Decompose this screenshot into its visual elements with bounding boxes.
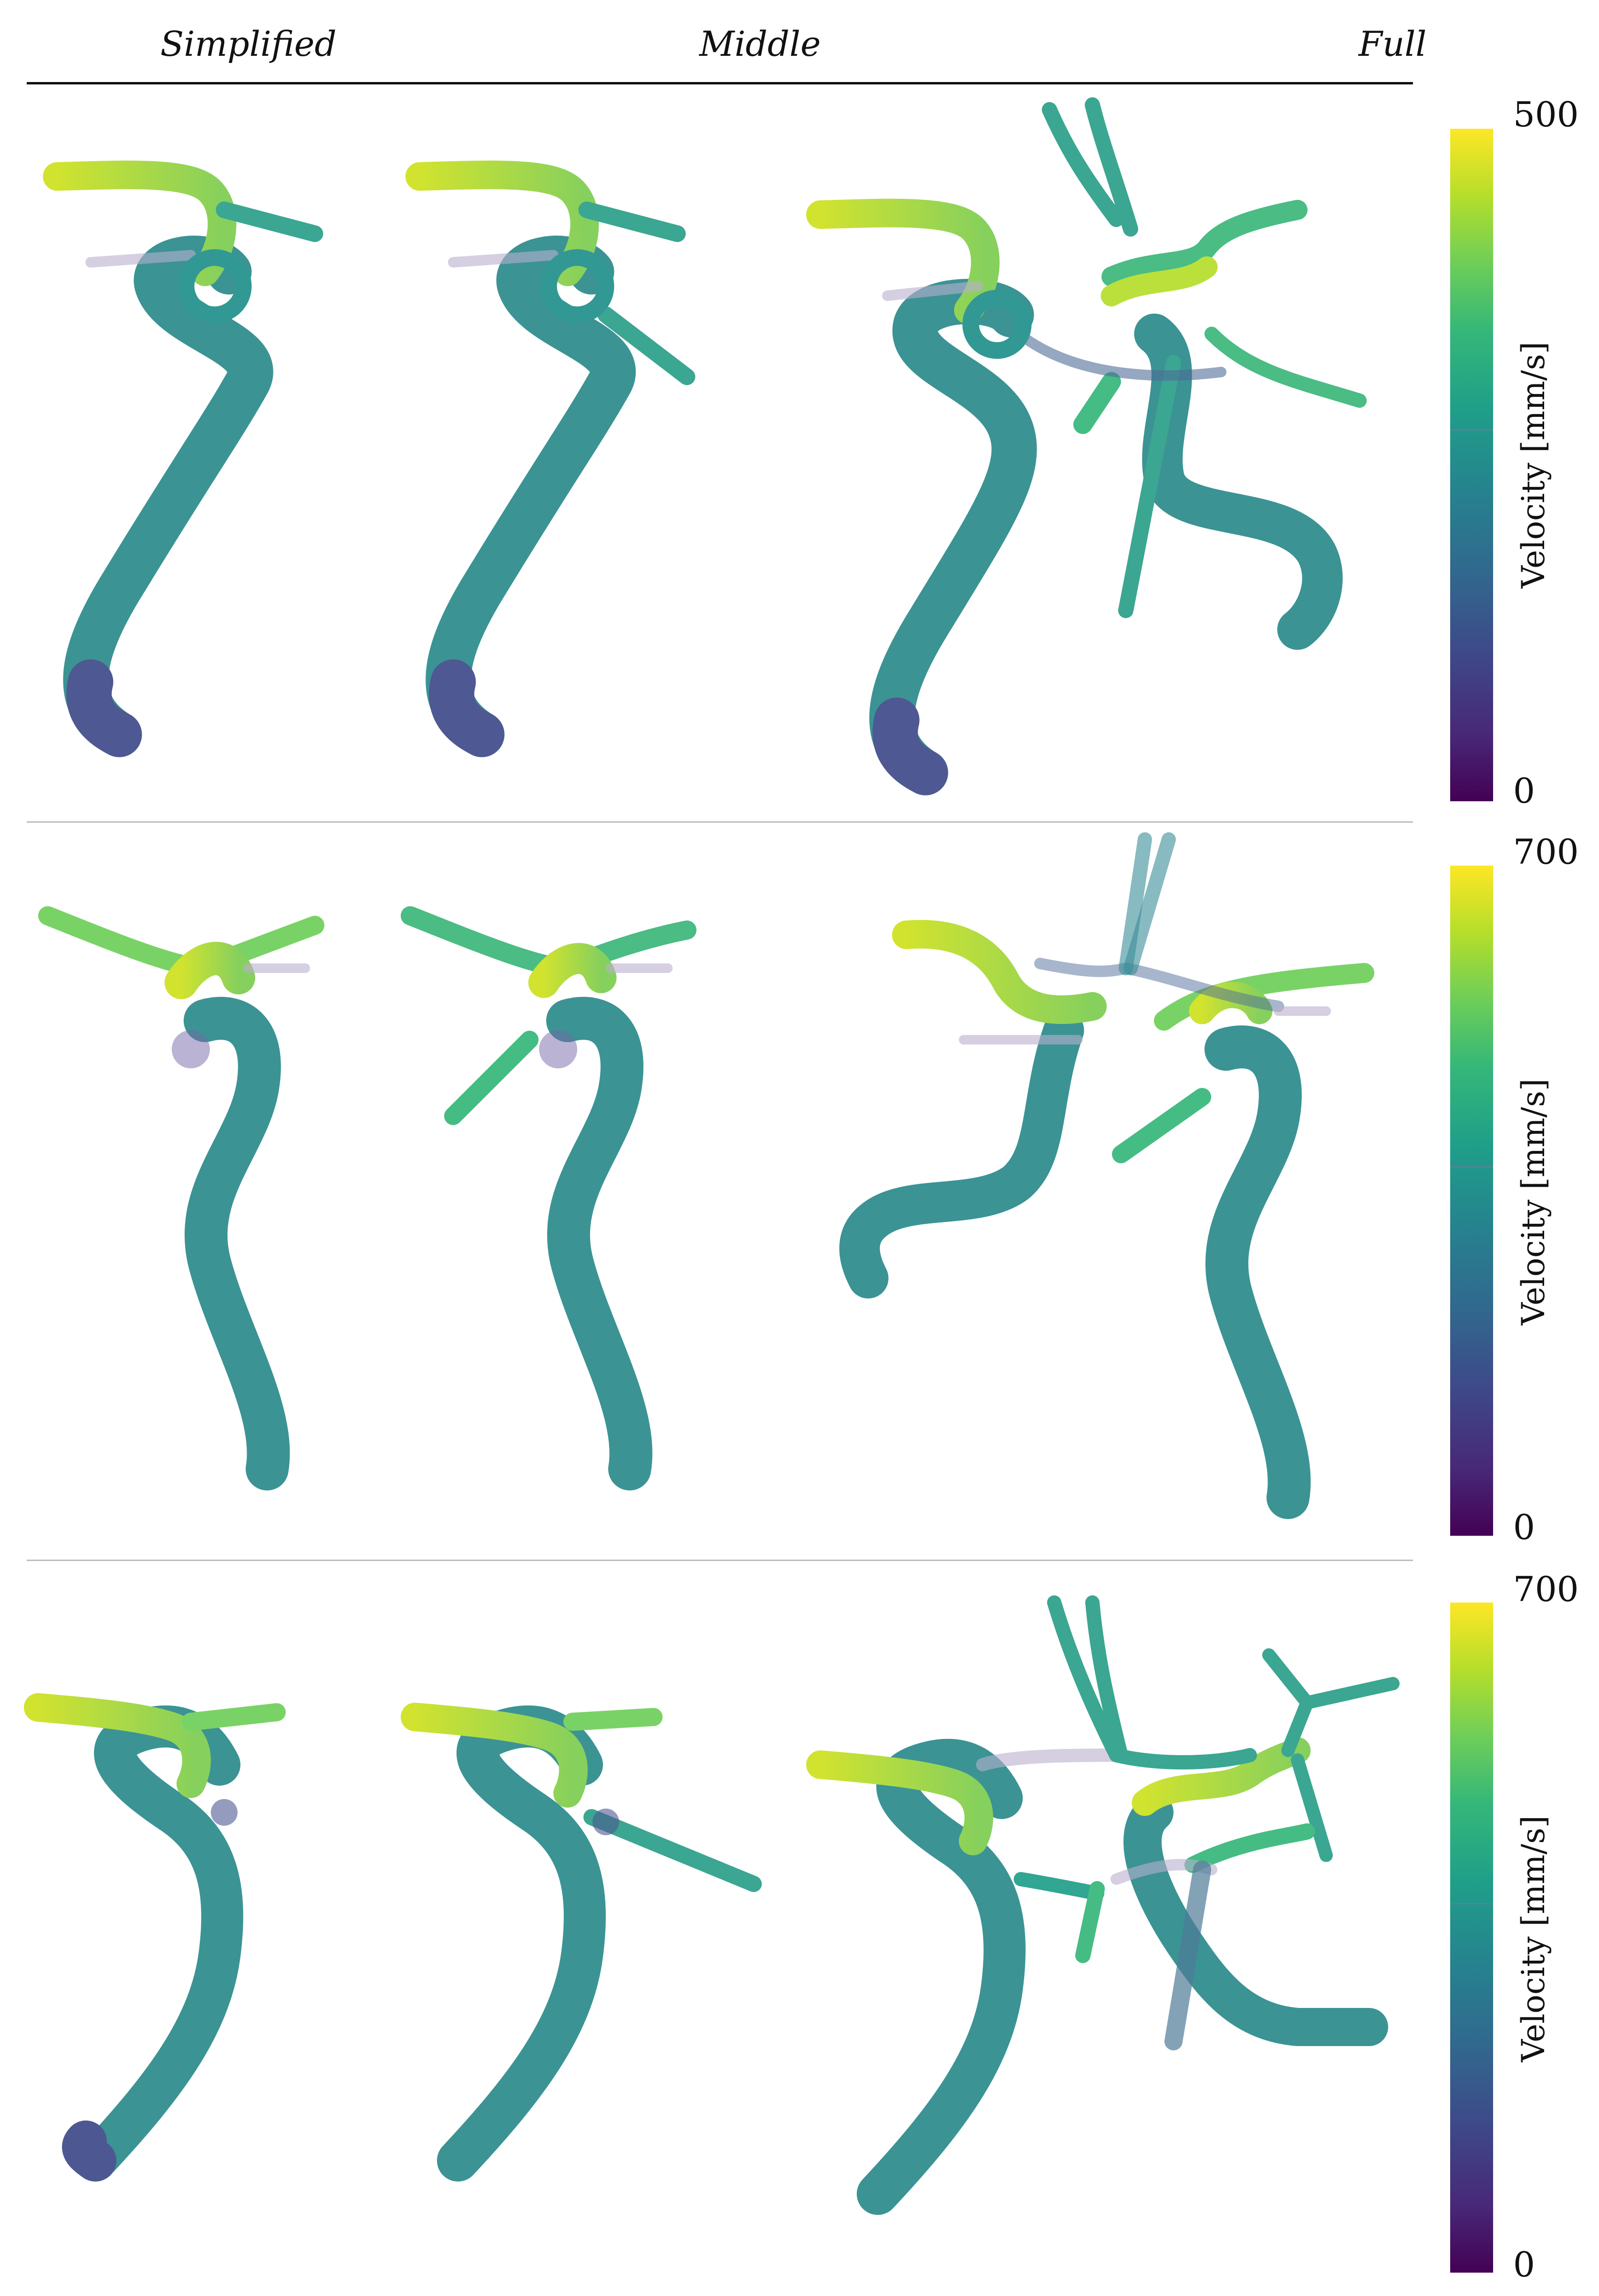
row-separator-1 <box>27 821 1413 823</box>
colorbar-1-tick <box>1450 429 1493 431</box>
vessel-row2-full <box>839 832 1374 1519</box>
vessel-row3-simplified <box>24 1693 286 2182</box>
vessel-renderings <box>24 97 1400 2215</box>
vessel-row1-middle <box>405 160 696 757</box>
colorbar-3 <box>1450 1603 1493 2273</box>
colorbar-3-tick <box>1450 1903 1493 1904</box>
vessel-row1-simplified <box>43 160 323 757</box>
colorbar-1-label: Velocity [mm/s] <box>1515 341 1552 589</box>
colorbar-2 <box>1450 866 1493 1536</box>
row-separator-2 <box>27 1560 1413 1561</box>
colorbar-2-label: Velocity [mm/s] <box>1515 1078 1552 1325</box>
colorbar-2-min: 0 <box>1513 1507 1535 1547</box>
vessel-row3-full <box>806 1595 1400 2215</box>
colorbar-2-max: 700 <box>1513 832 1579 872</box>
column-header-full: Full <box>1359 24 1427 64</box>
colorbar-3-label: Velocity [mm/s] <box>1515 1815 1552 2062</box>
colorbar-1 <box>1450 129 1493 801</box>
colorbar-2-tick <box>1450 1166 1493 1168</box>
column-header-simplified: Simplified <box>160 24 337 64</box>
column-header-middle: Middle <box>699 24 821 64</box>
vessel-row2-simplified <box>38 906 324 1490</box>
colorbar-1-max: 500 <box>1513 94 1579 134</box>
vessel-row2-middle <box>401 906 696 1490</box>
vessel-row1-full <box>806 97 1367 796</box>
header-rule <box>27 82 1413 84</box>
vessel-row3-middle <box>401 1703 762 2182</box>
colorbar-1-min: 0 <box>1513 771 1535 811</box>
colorbar-3-min: 0 <box>1513 2244 1535 2285</box>
colorbar-3-max: 700 <box>1513 1569 1579 1609</box>
